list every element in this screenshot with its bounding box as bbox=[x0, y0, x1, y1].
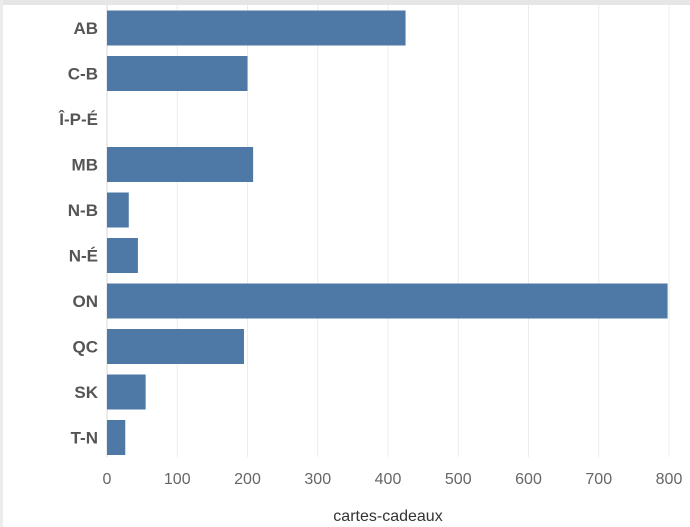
top-strip bbox=[0, 0, 690, 5]
x-tick-800: 800 bbox=[656, 471, 683, 488]
category-label-sk: SK bbox=[74, 383, 98, 402]
category-label-n-e: N-É bbox=[69, 247, 98, 266]
x-tick-0: 0 bbox=[103, 471, 112, 488]
bar-on bbox=[107, 283, 668, 319]
category-label-t-n: T-N bbox=[71, 429, 98, 448]
bars bbox=[107, 10, 668, 455]
x-tick-400: 400 bbox=[375, 471, 402, 488]
bar-sk bbox=[107, 374, 146, 410]
bar-qc bbox=[107, 329, 244, 364]
gridlines bbox=[106, 5, 670, 457]
bar-n-e bbox=[107, 238, 138, 273]
bar-c-b bbox=[107, 56, 248, 91]
x-tick-200: 200 bbox=[234, 471, 261, 488]
x-tick-500: 500 bbox=[445, 471, 472, 488]
category-label-n-b: N-B bbox=[68, 201, 98, 220]
category-label-qc: QC bbox=[73, 338, 99, 357]
x-tick-labels: 0 100 200 300 400 500 600 700 800 bbox=[103, 471, 683, 488]
x-tick-700: 700 bbox=[585, 471, 612, 488]
category-label-ab: AB bbox=[73, 19, 98, 38]
category-label-c-b: C-B bbox=[68, 65, 98, 84]
x-tick-600: 600 bbox=[515, 471, 542, 488]
bar-n-b bbox=[107, 192, 129, 228]
x-tick-100: 100 bbox=[164, 471, 191, 488]
left-edge bbox=[0, 0, 3, 527]
bar-mb bbox=[107, 147, 254, 182]
bar-ab bbox=[107, 10, 406, 46]
category-label-i-p-e: Î-P-É bbox=[58, 110, 98, 129]
x-tick-300: 300 bbox=[304, 471, 331, 488]
category-labels: AB C-B Î-P-É MB N-B N-É ON QC SK T-N bbox=[58, 19, 98, 448]
bar-t-n bbox=[107, 420, 126, 455]
category-label-mb: MB bbox=[72, 156, 98, 175]
x-axis-title: cartes-cadeaux bbox=[333, 508, 442, 525]
category-label-on: ON bbox=[73, 292, 99, 311]
